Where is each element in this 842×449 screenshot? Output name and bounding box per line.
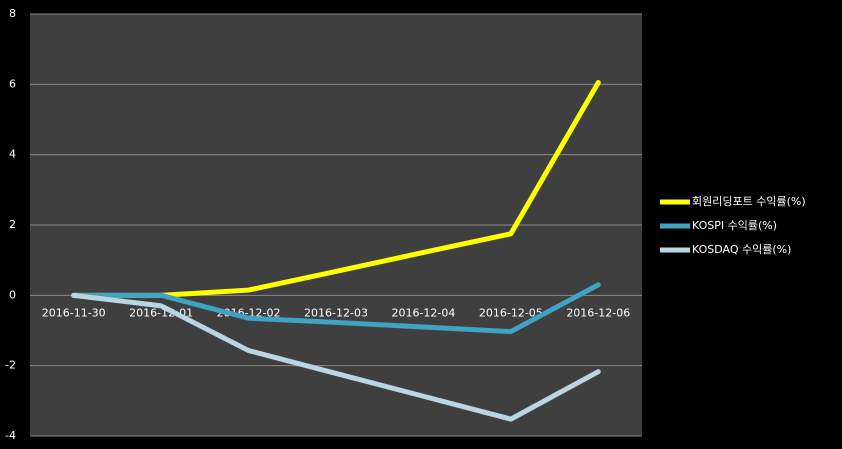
y-tick-label: 2 <box>9 218 16 231</box>
legend-label: KOSDAQ 수익률(%) <box>692 243 791 256</box>
y-tick-label: 0 <box>9 288 16 301</box>
x-tick-label: 2016-12-04 <box>391 306 455 319</box>
y-tick-label: -2 <box>5 359 16 372</box>
y-tick-label: -4 <box>5 429 16 442</box>
legend-label: 회원리딩포트 수익률(%) <box>692 195 806 208</box>
series-line <box>71 292 601 422</box>
x-tick-label: 2016-12-06 <box>566 306 630 319</box>
x-tick-label: 2016-12-05 <box>479 306 543 319</box>
y-tick-label: 6 <box>9 77 16 90</box>
y-tick-label: 8 <box>9 7 16 20</box>
series-line <box>71 282 601 335</box>
legend-label: KOSPI 수익률(%) <box>692 219 777 232</box>
y-tick-label: 4 <box>9 148 16 161</box>
x-tick-label: 2016-11-30 <box>42 306 106 319</box>
x-tick-label: 2016-12-03 <box>304 306 368 319</box>
